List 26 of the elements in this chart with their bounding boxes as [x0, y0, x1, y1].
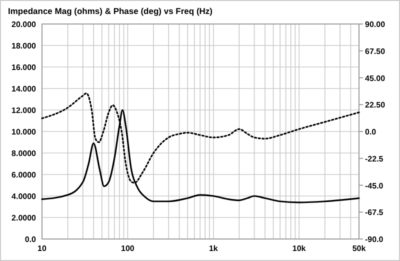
y2-tick-label: -45.0 [365, 181, 384, 190]
y2-tick-label: -90.0 [365, 235, 384, 244]
y-tick-label: 8.0000 [12, 149, 37, 158]
y-tick-label: 6.0000 [12, 170, 37, 180]
y2-tick-label: 22.50 [365, 100, 386, 110]
y-tick-label: 14.000 [12, 84, 37, 94]
y2-tick-label: -22.5 [365, 154, 384, 164]
y-tick-label: 12.000 [12, 106, 37, 115]
x-tick-label: 1k [208, 244, 218, 253]
y2-tick-label: -67.5 [365, 208, 384, 218]
y-tick-label: 2.0000 [12, 214, 37, 222]
y-tick-label: 20.000 [12, 20, 37, 29]
x-tick-label: 10 [38, 244, 47, 253]
y2-tick-label: 67.50 [365, 46, 386, 56]
y-tick-label: 4.0000 [12, 192, 37, 201]
y-tick-label: 0.0 [24, 235, 37, 244]
x-tick-label: 50k [352, 244, 366, 253]
y-tick-label: 16.000 [12, 63, 37, 72]
y-tick-label: 10.000 [12, 128, 37, 136]
chart-title: Impedance Mag (ohms) & Phase (deg) vs Freq (Hz) [8, 6, 213, 16]
y2-tick-label: 45.00 [365, 74, 386, 83]
x-tick-label: 100 [121, 244, 135, 253]
y-tick-label: 18.000 [12, 42, 37, 50]
x-tick-label: 10k [292, 244, 306, 253]
y2-tick-label: 0.0 [365, 128, 377, 136]
y2-tick-label: 90.00 [365, 20, 386, 29]
